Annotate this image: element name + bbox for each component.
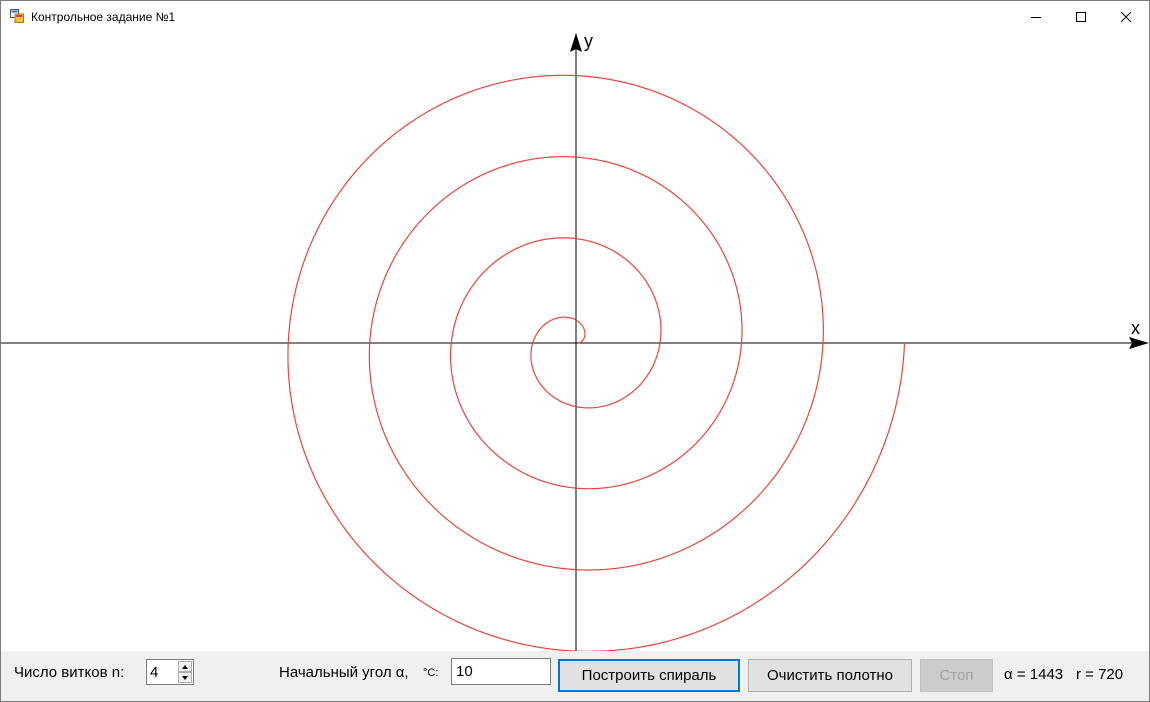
- angle-label: Начальный угол α,: [279, 664, 409, 681]
- close-icon: [1121, 11, 1131, 22]
- y-axis-label: y: [584, 32, 593, 51]
- x-axis-label: x: [1131, 318, 1140, 338]
- app-icon: [10, 9, 24, 23]
- plot-area: x y: [1, 32, 1149, 651]
- stop-button[interactable]: Стоп: [920, 659, 993, 692]
- maximize-icon: [1076, 11, 1086, 22]
- control-panel: Число витков n: 4 Начальный угол α, °С: …: [1, 651, 1149, 701]
- chevron-up-icon: [182, 664, 188, 669]
- radius-status: r = 720: [1076, 666, 1124, 683]
- minimize-button[interactable]: [1013, 1, 1059, 32]
- build-spiral-button[interactable]: Построить спираль: [558, 659, 740, 692]
- spiral-curve: [287, 74, 906, 651]
- x-axis-arrow-icon: [1129, 337, 1149, 349]
- close-button[interactable]: [1103, 1, 1149, 32]
- angle-input[interactable]: [451, 658, 551, 685]
- maximize-button[interactable]: [1058, 1, 1104, 32]
- alpha-status: α = 1443: [1004, 666, 1064, 683]
- drawing-canvas[interactable]: x y: [1, 32, 1149, 651]
- stepper-down-button[interactable]: [178, 672, 192, 683]
- window-title: Контрольное задание №1: [31, 10, 176, 24]
- turns-label: Число витков n:: [14, 664, 125, 681]
- chevron-down-icon: [182, 675, 188, 680]
- angle-unit-label: °С:: [423, 667, 439, 679]
- turns-value[interactable]: 4: [150, 664, 159, 681]
- y-axis-arrow-icon: [570, 33, 582, 52]
- turns-stepper[interactable]: 4: [146, 659, 194, 685]
- minimize-icon: [1031, 16, 1041, 18]
- title-bar: Контрольное задание №1: [1, 1, 1149, 32]
- clear-canvas-button[interactable]: Очистить полотно: [748, 659, 912, 692]
- stepper-up-button[interactable]: [178, 661, 192, 672]
